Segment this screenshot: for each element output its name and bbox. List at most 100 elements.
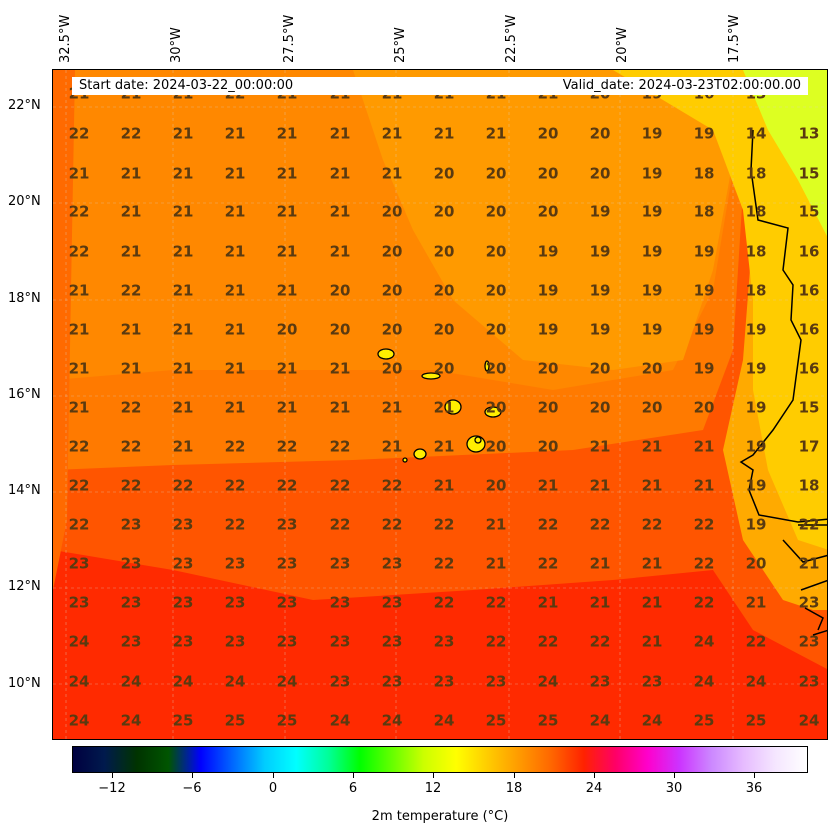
longitude-label: 30°W bbox=[169, 27, 184, 63]
island-outline bbox=[377, 348, 395, 360]
temperature-value: 19 bbox=[590, 321, 611, 339]
colorbar-tick-label: 36 bbox=[745, 781, 763, 796]
temperature-value: 20 bbox=[330, 321, 351, 339]
temperature-value: 19 bbox=[746, 516, 767, 534]
temperature-value: 24 bbox=[434, 712, 455, 730]
temperature-value: 22 bbox=[330, 516, 351, 534]
colorbar-tick bbox=[674, 773, 675, 778]
temperature-value: 22 bbox=[121, 282, 142, 300]
temperature-value: 23 bbox=[434, 633, 455, 651]
temperature-value: 22 bbox=[434, 555, 455, 573]
temperature-field: 21 21 21 22 21 21 21 21 21 21 20 19 16 13 22 22 21 21 21 21… bbox=[53, 70, 827, 739]
temperature-value: 20 bbox=[538, 203, 559, 221]
island-outline bbox=[474, 436, 482, 444]
temperature-value: 24 bbox=[799, 712, 820, 730]
temperature-value: 21 bbox=[590, 555, 611, 573]
temperature-value: 24 bbox=[694, 673, 715, 691]
temperature-value: 19 bbox=[694, 321, 715, 339]
temperature-value: 20 bbox=[590, 360, 611, 378]
island-outline bbox=[484, 360, 490, 372]
temperature-value: 24 bbox=[121, 673, 142, 691]
temperature-value: 19 bbox=[642, 203, 663, 221]
temperature-value: 21 bbox=[277, 360, 298, 378]
temperature-value: 21 bbox=[642, 477, 663, 495]
temperature-value: 19 bbox=[590, 282, 611, 300]
temperature-value: 19 bbox=[746, 321, 767, 339]
temperature-value: 22 bbox=[538, 555, 559, 573]
temperature-value: 18 bbox=[746, 282, 767, 300]
latitude-label: 14°N bbox=[8, 483, 41, 498]
temperature-value: 22 bbox=[694, 594, 715, 612]
temperature-value: 21 bbox=[121, 321, 142, 339]
temperature-value: 20 bbox=[486, 360, 507, 378]
temperature-value: 20 bbox=[538, 125, 559, 143]
temperature-value: 21 bbox=[382, 399, 403, 417]
temperature-value: 21 bbox=[590, 477, 611, 495]
temperature-value: 21 bbox=[225, 125, 246, 143]
temperature-value: 21 bbox=[173, 360, 194, 378]
temperature-value: 21 bbox=[642, 633, 663, 651]
temperature-value: 16 bbox=[799, 243, 820, 261]
temperature-value: 22 bbox=[382, 477, 403, 495]
temperature-value: 25 bbox=[486, 712, 507, 730]
temperature-value: 20 bbox=[538, 360, 559, 378]
latitude-label: 22°N bbox=[8, 98, 41, 113]
temperature-value: 24 bbox=[173, 673, 194, 691]
temperature-value: 19 bbox=[694, 360, 715, 378]
temperature-value: 21 bbox=[225, 399, 246, 417]
temperature-value: 21 bbox=[277, 165, 298, 183]
temperature-value: 20 bbox=[590, 399, 611, 417]
colorbar-tick-label: 12 bbox=[424, 781, 442, 796]
temperature-value: 21 bbox=[277, 243, 298, 261]
temperature-value: 22 bbox=[69, 438, 90, 456]
temperature-value: 21 bbox=[277, 282, 298, 300]
temperature-value: 19 bbox=[746, 360, 767, 378]
temperature-value: 21 bbox=[225, 360, 246, 378]
temperature-value: 18 bbox=[694, 203, 715, 221]
colorbar-tick bbox=[594, 773, 595, 778]
temperature-value: 23 bbox=[486, 673, 507, 691]
longitude-label: 22.5°W bbox=[504, 14, 519, 63]
temperature-value: 22 bbox=[434, 594, 455, 612]
temperature-value: 23 bbox=[173, 594, 194, 612]
temperature-value: 22 bbox=[69, 125, 90, 143]
temperature-value: 21 bbox=[382, 438, 403, 456]
temperature-value: 20 bbox=[590, 165, 611, 183]
temperature-value: 25 bbox=[173, 712, 194, 730]
temperature-value: 13 bbox=[799, 125, 820, 143]
map-plot-area: 21 21 21 22 21 21 21 21 21 21 20 19 16 13 22 22 21 21 21 21… bbox=[52, 69, 828, 740]
longitude-label: 32.5°W bbox=[58, 14, 73, 63]
temperature-value: 21 bbox=[642, 438, 663, 456]
temperature-value: 22 bbox=[225, 516, 246, 534]
temperature-value: 20 bbox=[382, 360, 403, 378]
temperature-value: 19 bbox=[590, 203, 611, 221]
temperature-value: 21 bbox=[225, 165, 246, 183]
temperature-value: 21 bbox=[434, 438, 455, 456]
temperature-value: 21 bbox=[538, 477, 559, 495]
temperature-value: 23 bbox=[382, 555, 403, 573]
temperature-value: 23 bbox=[434, 673, 455, 691]
temperature-value: 19 bbox=[538, 243, 559, 261]
temperature-value: 22 bbox=[69, 243, 90, 261]
temperature-value: 25 bbox=[746, 712, 767, 730]
temperature-value: 23 bbox=[590, 673, 611, 691]
temperature-value: 23 bbox=[642, 673, 663, 691]
temperature-value: 19 bbox=[746, 477, 767, 495]
temperature-value: 25 bbox=[277, 712, 298, 730]
temperature-value: 23 bbox=[173, 516, 194, 534]
temperature-value: 23 bbox=[330, 633, 351, 651]
temperature-value: 24 bbox=[69, 712, 90, 730]
temperature-value: 21 bbox=[799, 555, 820, 573]
temp-band-coast bbox=[493, 70, 827, 610]
temperature-value: 24 bbox=[69, 673, 90, 691]
colorbar-tick bbox=[353, 773, 354, 778]
island-outline bbox=[421, 372, 441, 380]
temperature-value: 22 bbox=[694, 555, 715, 573]
temperature-value: 22 bbox=[330, 477, 351, 495]
temperature-value: 21 bbox=[538, 594, 559, 612]
temperature-value: 19 bbox=[694, 125, 715, 143]
temperature-value: 21 bbox=[121, 243, 142, 261]
temperature-value: 21 bbox=[277, 125, 298, 143]
temperature-value: 20 bbox=[434, 321, 455, 339]
island-outline bbox=[402, 457, 408, 463]
